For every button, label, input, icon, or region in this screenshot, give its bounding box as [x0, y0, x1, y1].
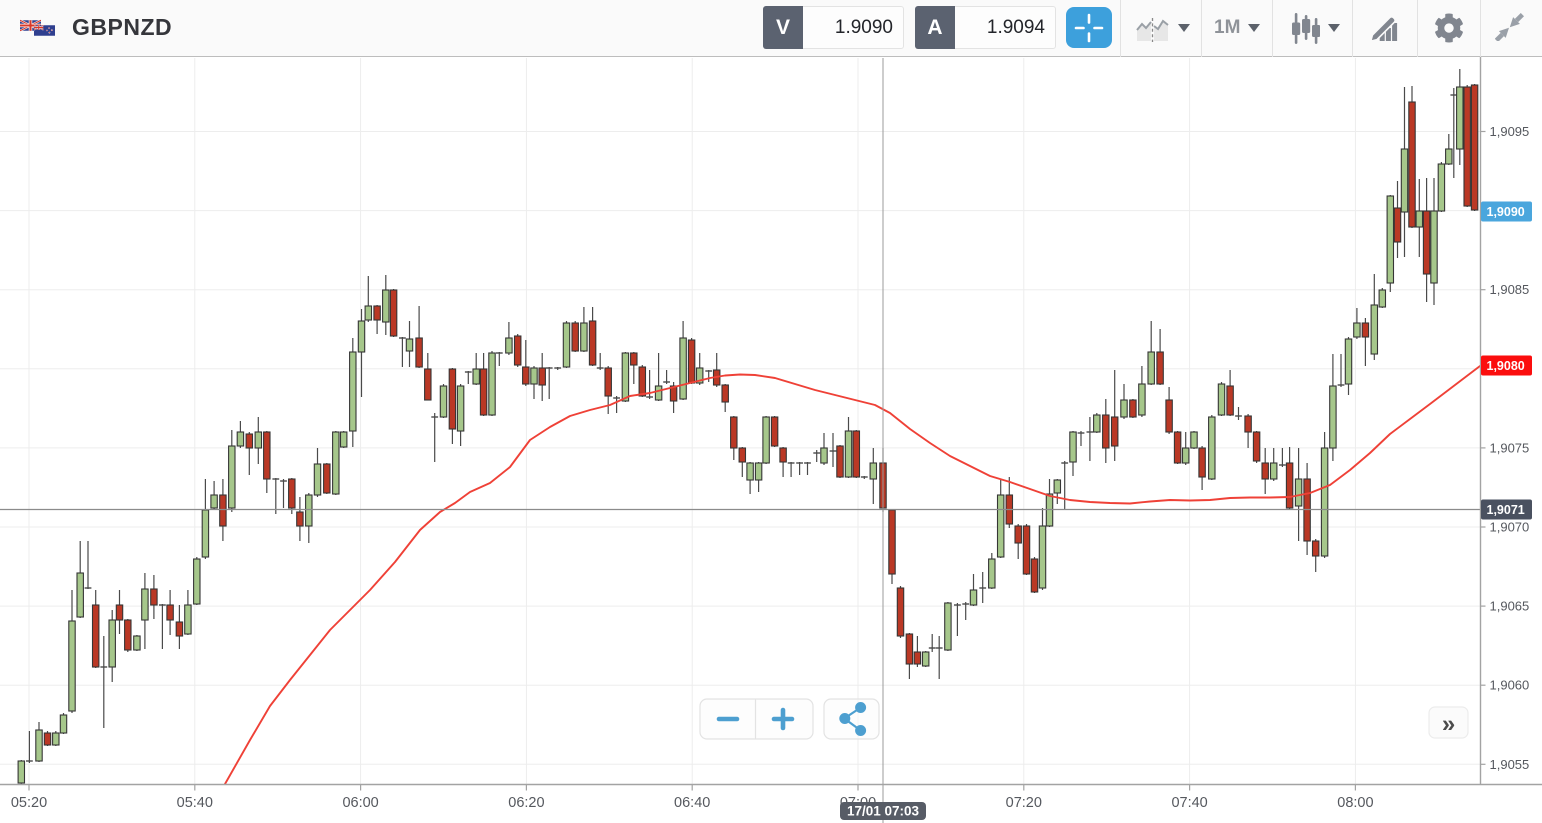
svg-text:06:00: 06:00	[342, 795, 378, 811]
svg-text:07:20: 07:20	[1006, 795, 1042, 811]
svg-text:1,9085: 1,9085	[1490, 282, 1530, 297]
svg-text:08:00: 08:00	[1337, 795, 1373, 811]
svg-text:06:20: 06:20	[508, 795, 544, 811]
svg-text:1,9071: 1,9071	[1487, 503, 1525, 517]
svg-text:05:40: 05:40	[177, 795, 213, 811]
svg-text:»: »	[1442, 711, 1455, 738]
svg-text:1,9095: 1,9095	[1490, 124, 1530, 139]
svg-text:1,9080: 1,9080	[1487, 359, 1525, 373]
svg-text:17/01 07:03: 17/01 07:03	[847, 804, 920, 819]
svg-text:1,9055: 1,9055	[1490, 757, 1530, 772]
svg-text:1,9060: 1,9060	[1490, 678, 1530, 693]
svg-text:05:20: 05:20	[11, 795, 47, 811]
svg-text:1,9070: 1,9070	[1490, 520, 1530, 535]
svg-text:07:40: 07:40	[1171, 795, 1207, 811]
svg-text:1,9065: 1,9065	[1490, 599, 1530, 614]
svg-text:1,9075: 1,9075	[1490, 440, 1530, 455]
svg-text:06:40: 06:40	[674, 795, 710, 811]
svg-text:1,9090: 1,9090	[1487, 205, 1525, 219]
